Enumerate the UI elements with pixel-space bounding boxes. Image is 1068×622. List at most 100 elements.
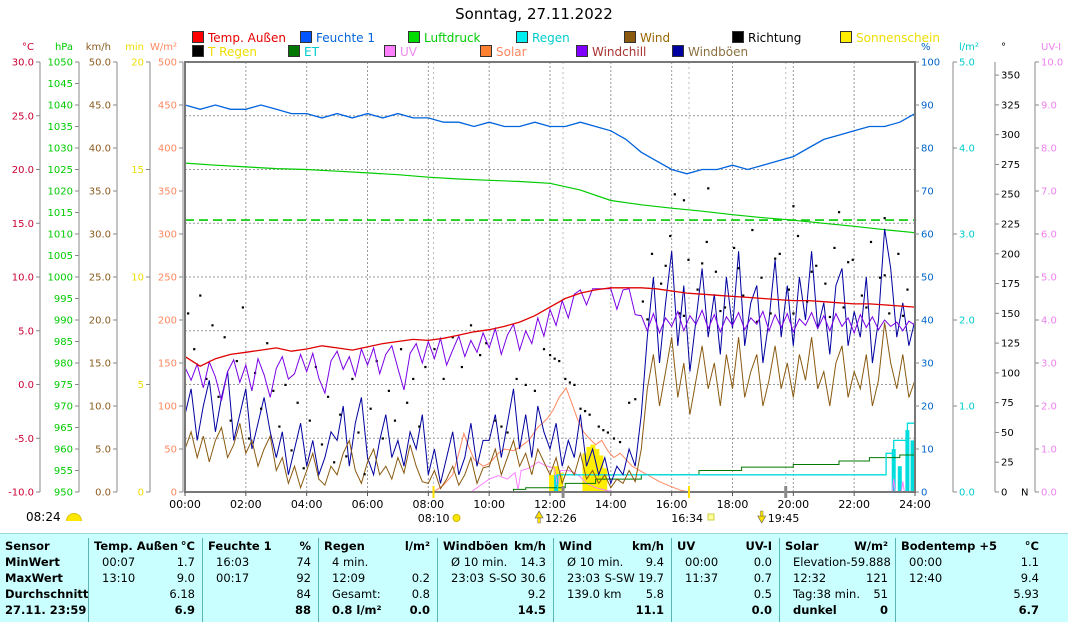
legend-item-solar: Solar xyxy=(480,45,527,59)
svg-text:300: 300 xyxy=(1001,130,1020,141)
svg-text:N: N xyxy=(1021,488,1028,499)
time-tick-label: 00:00 xyxy=(169,498,201,511)
svg-text:980: 980 xyxy=(54,359,73,370)
panel-row: 12:09 0.2 xyxy=(332,571,430,585)
legend-swatch-icon xyxy=(192,45,204,57)
sunrise-corner-label: 08:24 xyxy=(26,510,61,524)
svg-text:km/h: km/h xyxy=(86,42,111,53)
series-feuchte-1 xyxy=(185,104,915,175)
svg-text:1045: 1045 xyxy=(48,79,73,90)
legend-swatch-icon xyxy=(408,31,420,43)
panel-row: 12:32 121 xyxy=(793,571,888,585)
legend-item-uv: UV xyxy=(384,45,417,59)
panel-row: Tag:38 min. 51 xyxy=(793,587,888,601)
svg-text:1025: 1025 xyxy=(48,165,73,176)
svg-text:0.0: 0.0 xyxy=(95,488,111,499)
svg-text:15.0: 15.0 xyxy=(12,219,34,230)
svg-text:80: 80 xyxy=(921,144,934,155)
panel-row: Elevation -59.888 xyxy=(793,555,891,569)
axis-wm2: 0 50 100 150 200 250 300 350 400 450 500 W/m² xyxy=(150,42,184,499)
svg-text:0: 0 xyxy=(921,488,927,499)
panel-row: Ø 10 min. 14.3 xyxy=(451,555,546,569)
legend-swatch-icon xyxy=(384,45,396,57)
svg-text:4.0: 4.0 xyxy=(959,144,975,155)
axis-kmh: 0.0 5.0 10.0 15.0 20.0 25.0 30.0 35.0 40.0 45.0 50… xyxy=(86,42,118,499)
svg-text:8.0: 8.0 xyxy=(1041,144,1057,155)
svg-text:50: 50 xyxy=(164,445,177,456)
table-panel-solar: Solar W/m² Elevation -59.888 12:32 121 Tag:38 … xyxy=(779,538,895,622)
moonrise-arrow-icon xyxy=(534,510,544,519)
rising-sun-icon xyxy=(65,513,82,521)
svg-text:1.0: 1.0 xyxy=(959,402,975,413)
sensor-stats-table: Sensor MinWert MaxWert Durchschnitt 27.11. 2… xyxy=(0,533,1068,622)
svg-text:0: 0 xyxy=(171,488,177,499)
svg-text:100: 100 xyxy=(158,402,177,413)
svg-text:300: 300 xyxy=(158,230,177,241)
svg-text:UV-I: UV-I xyxy=(1041,42,1061,53)
series-regen-intervall xyxy=(554,430,915,492)
time-tick-label: 04:00 xyxy=(291,498,323,511)
svg-text:7.0: 7.0 xyxy=(1041,187,1057,198)
svg-text:225: 225 xyxy=(1001,219,1020,230)
svg-text:90: 90 xyxy=(921,101,934,112)
svg-text:0: 0 xyxy=(1001,488,1007,499)
svg-text:-10.0: -10.0 xyxy=(8,488,34,499)
series-solar xyxy=(185,386,915,492)
svg-text:5: 5 xyxy=(138,380,144,391)
legend-item-et: ET xyxy=(288,45,319,59)
axis-c: -10.0 -5.0 0.0 5.0 10.0 15.0 20.0 25.0 30.0 °C xyxy=(8,42,41,499)
svg-text:350: 350 xyxy=(1001,71,1020,82)
svg-text:40: 40 xyxy=(921,316,934,327)
svg-text:200: 200 xyxy=(158,316,177,327)
svg-text:35.0: 35.0 xyxy=(89,187,111,198)
svg-text:10.0: 10.0 xyxy=(12,273,34,284)
series-layer xyxy=(185,104,915,492)
panel-header: Windböen km/h xyxy=(443,539,546,553)
panel-row: 00:00 0.0 xyxy=(685,555,772,569)
panel-row: 0.5 xyxy=(753,587,772,601)
panel-row: 11.1 xyxy=(635,603,664,617)
series-uv xyxy=(470,461,905,492)
panel-row: 0.0 xyxy=(751,603,772,617)
svg-text:2.0: 2.0 xyxy=(1041,402,1057,413)
svg-text:25.0: 25.0 xyxy=(12,111,34,122)
svg-text:1030: 1030 xyxy=(48,144,73,155)
svg-text:25: 25 xyxy=(1001,458,1014,469)
table-row-label: MaxWert xyxy=(5,571,63,585)
legend-item-wind: Wind xyxy=(624,31,670,45)
svg-text:965: 965 xyxy=(54,423,73,434)
svg-text:9.0: 9.0 xyxy=(1041,101,1057,112)
svg-text:4.0: 4.0 xyxy=(1041,316,1057,327)
panel-row: 139.0 km 5.8 xyxy=(567,587,664,601)
panel-row: dunkel 0 xyxy=(793,603,888,617)
panel-row: Ø 10 min. 9.4 xyxy=(567,555,664,569)
svg-text:10: 10 xyxy=(921,445,934,456)
table-row-label: Sensor xyxy=(5,539,50,553)
svg-text:1000: 1000 xyxy=(48,273,73,284)
panel-header: Solar W/m² xyxy=(785,539,888,553)
svg-text:0.0: 0.0 xyxy=(959,488,975,499)
panel-row: 12:40 9.4 xyxy=(909,571,1039,585)
svg-text:275: 275 xyxy=(1001,160,1020,171)
svg-text:°C: °C xyxy=(22,42,34,53)
svg-text:15.0: 15.0 xyxy=(89,359,111,370)
legend-swatch-icon xyxy=(192,31,204,43)
svg-text:50.0: 50.0 xyxy=(89,58,111,69)
legend-item-richtung: Richtung xyxy=(732,31,801,45)
axis-uvi: 0.0 1.0 2.0 3.0 4.0 5.0 6.0 7.0 8.0 9.0 10.0 UV-I xyxy=(1034,42,1063,499)
svg-text:5.0: 5.0 xyxy=(959,58,975,69)
time-tick-label: 20:00 xyxy=(777,498,809,511)
svg-text:970: 970 xyxy=(54,402,73,413)
panel-row: 16:03 74 xyxy=(216,555,311,569)
panel-row: 00:07 1.7 xyxy=(102,555,195,569)
svg-text:60: 60 xyxy=(921,230,934,241)
svg-text:250: 250 xyxy=(158,273,177,284)
sun-dot-icon xyxy=(452,514,461,522)
table-panel-temp-au-en: Temp. Außen °C 00:07 1.7 13:10 9.0 6.18 6.9 xyxy=(88,538,202,622)
svg-text:0.0: 0.0 xyxy=(1041,488,1057,499)
time-tick-label: 24:00 xyxy=(899,498,931,511)
legend-swatch-icon xyxy=(288,45,300,57)
svg-text:25.0: 25.0 xyxy=(89,273,111,284)
moon-event-label: 19:45 xyxy=(768,512,800,525)
series-temp-au-en xyxy=(185,287,915,367)
